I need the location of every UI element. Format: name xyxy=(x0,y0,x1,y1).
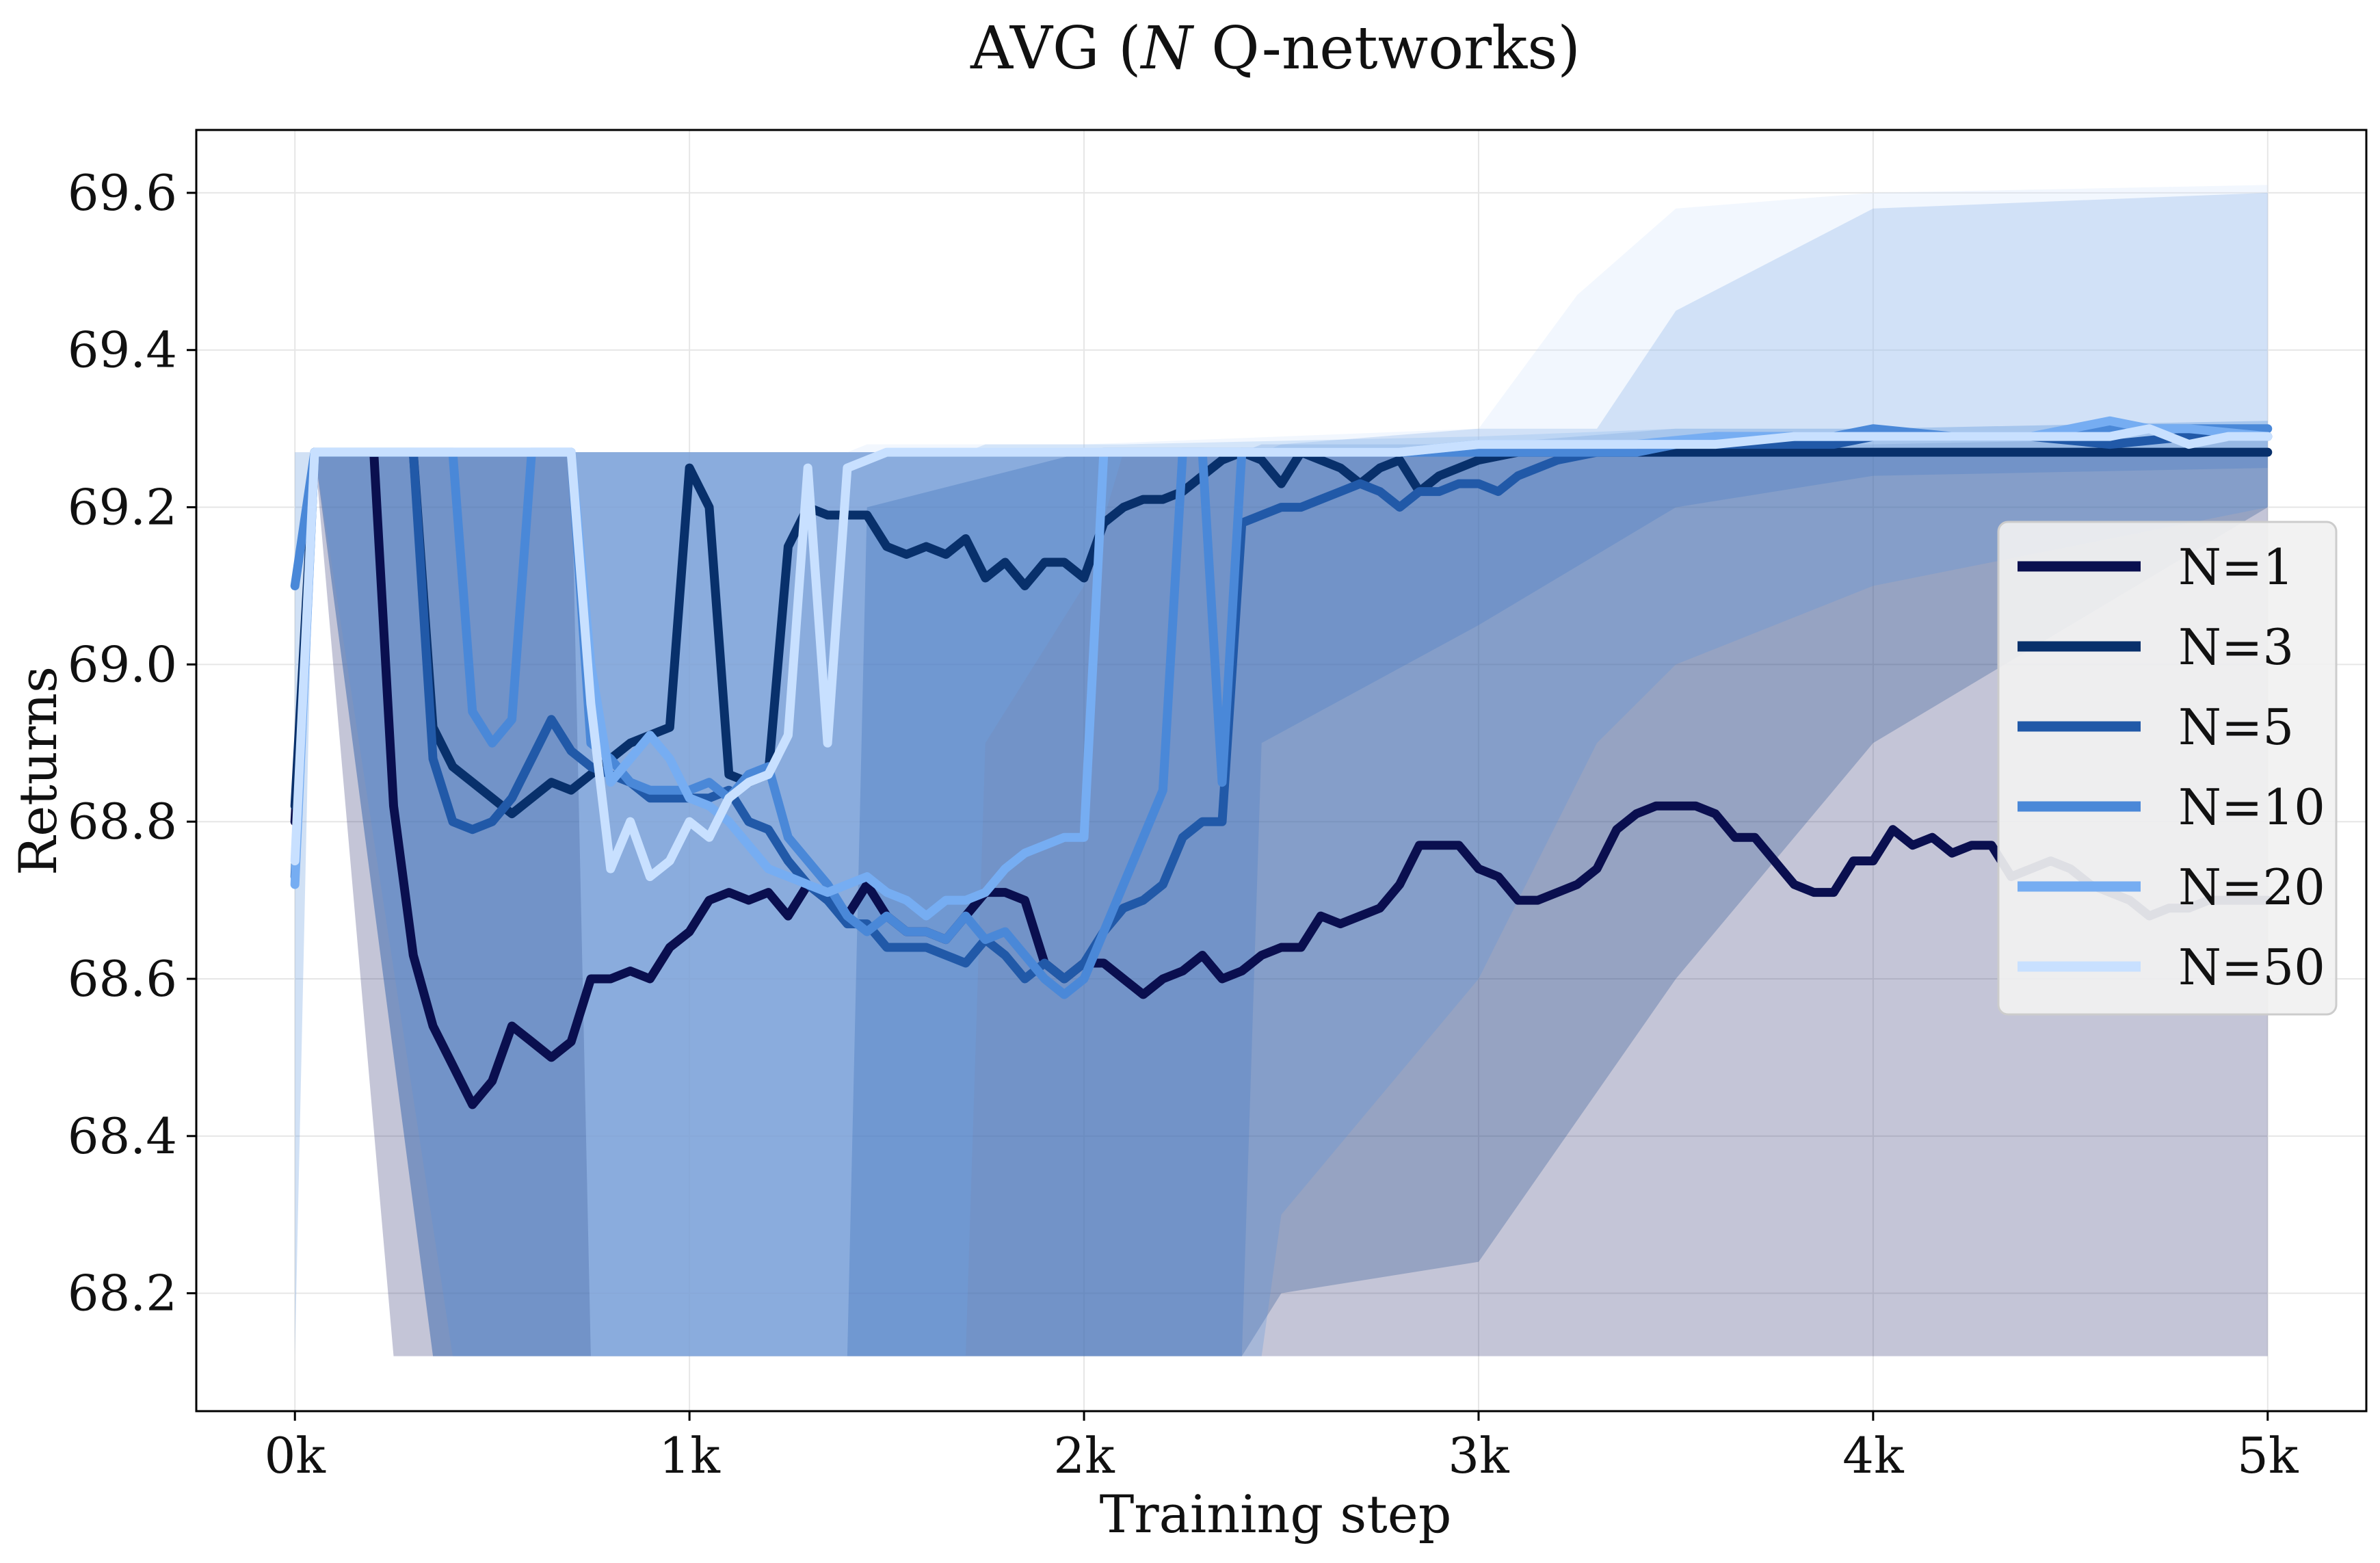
band-6 xyxy=(295,185,2268,1356)
legend-label-6: N=50 xyxy=(2178,938,2325,996)
band-4 xyxy=(295,192,2268,1356)
series-line-3 xyxy=(290,432,2273,984)
legend-label-3: N=5 xyxy=(2178,698,2294,756)
y-tick-label: 69.4 xyxy=(68,321,177,379)
series-line-4 xyxy=(290,424,2273,999)
line-layer xyxy=(290,416,2273,1109)
y-tick-label: 69.2 xyxy=(68,479,177,536)
series-line-1 xyxy=(290,447,2273,1109)
y-tick-label: 69.6 xyxy=(68,164,177,222)
chart-title: AVG (N Q-networks) xyxy=(970,14,1581,83)
x-tick-label: 3k xyxy=(1448,1427,1510,1484)
band-2 xyxy=(295,436,2268,1356)
chart-title-italic: N xyxy=(1140,14,1195,83)
legend-label-5: N=20 xyxy=(2178,858,2325,916)
band-3 xyxy=(295,421,2268,1356)
x-tick-label: 5k xyxy=(2237,1427,2299,1484)
y-tick-label: 69.0 xyxy=(68,635,177,693)
legend-label-1: N=1 xyxy=(2178,538,2294,596)
legend-items: N=1 N=3 N=5 N=10 N=20 N=50 xyxy=(2018,538,2325,996)
y-tick-label: 68.8 xyxy=(68,793,177,850)
x-axis-title: Training step xyxy=(1100,1484,1452,1545)
x-tick-label: 2k xyxy=(1053,1427,1115,1484)
legend: N=1 N=3 N=5 N=10 N=20 N=50 xyxy=(1997,521,2338,1016)
x-tick-label: 4k xyxy=(1842,1427,1905,1484)
legend-label-2: N=3 xyxy=(2178,618,2294,676)
y-axis-title: Returns xyxy=(8,666,68,876)
x-tick-label: 0k xyxy=(265,1427,327,1484)
chart-title-prefix: AVG ( xyxy=(970,14,1141,83)
y-axis-ticks: 68.2 68.4 68.6 68.8 69.0 69.2 69.4 69.6 xyxy=(68,164,196,1322)
plot-frame xyxy=(195,129,2368,1413)
chart-title-suffix: Q-networks) xyxy=(1193,14,1581,83)
y-tick-label: 68.4 xyxy=(68,1107,177,1165)
series-line-6 xyxy=(290,424,2273,882)
y-tick-label: 68.6 xyxy=(68,950,177,1008)
y-tick-label: 68.2 xyxy=(68,1265,177,1322)
x-axis-ticks: 0k 1k 2k 3k 4k 5k xyxy=(265,1411,2299,1484)
band-5 xyxy=(295,421,2268,1356)
legend-label-4: N=10 xyxy=(2178,778,2325,836)
x-tick-label: 1k xyxy=(659,1427,721,1484)
